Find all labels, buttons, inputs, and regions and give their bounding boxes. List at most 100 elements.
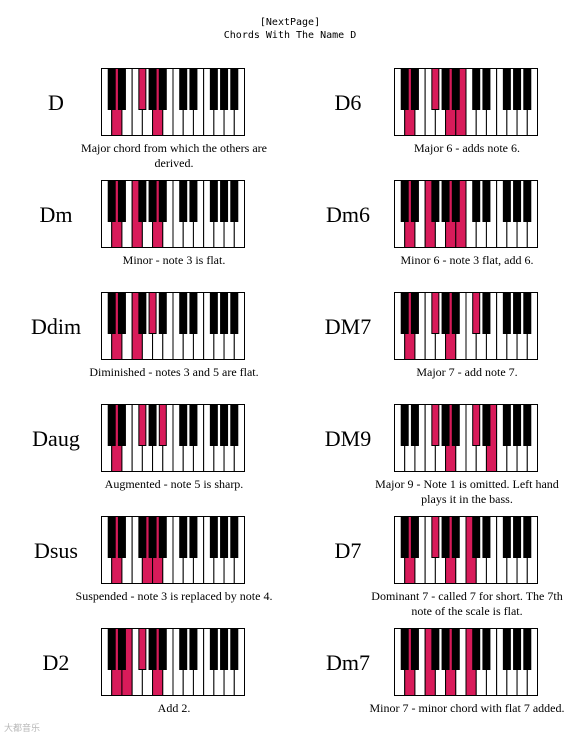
piano-keyboard <box>101 404 245 472</box>
black-key <box>220 516 229 558</box>
black-key <box>107 628 116 670</box>
chord-caption: Dominant 7 - called 7 for short. The 7th… <box>371 589 563 618</box>
chord-caption: Minor 6 - note 3 flat, add 6. <box>400 253 534 267</box>
black-key <box>482 180 491 222</box>
black-key <box>502 68 511 110</box>
black-key <box>179 404 188 446</box>
black-key <box>220 628 229 670</box>
piano-keyboard <box>394 68 538 136</box>
black-key <box>148 516 157 558</box>
piano-keyboard <box>394 516 538 584</box>
chord-caption: Major 7 - add note 7. <box>416 365 518 379</box>
keyboard-svg <box>101 516 245 584</box>
black-key <box>107 516 116 558</box>
chord-name: Dm7 <box>326 650 370 675</box>
black-key-highlighted <box>431 516 440 558</box>
black-key <box>410 68 419 110</box>
black-key <box>441 180 450 222</box>
black-key <box>400 292 409 334</box>
keyboard-svg <box>101 628 245 696</box>
black-key <box>148 180 157 222</box>
black-key <box>472 180 481 222</box>
black-key <box>220 292 229 334</box>
chord-caption: Add 2. <box>157 701 191 715</box>
black-key <box>523 68 532 110</box>
keyboard-svg <box>394 292 538 360</box>
black-key <box>230 516 239 558</box>
black-key <box>513 180 522 222</box>
black-key <box>502 516 511 558</box>
black-key <box>189 68 198 110</box>
chord-caption: Major 9 - Note 1 is omitted. Left hand p… <box>375 477 559 506</box>
black-key <box>451 292 460 334</box>
chord-caption: Minor 7 - minor chord with flat 7 added. <box>369 701 565 715</box>
black-key <box>158 628 167 670</box>
black-key <box>482 292 491 334</box>
chord-daug: Daug Augmented - note 5 is sharp. <box>0 404 580 516</box>
black-key <box>209 404 218 446</box>
page-title: Chords With The Name D <box>223 30 357 41</box>
chord-name: DM9 <box>324 426 372 451</box>
black-key <box>117 180 126 222</box>
black-key <box>230 404 239 446</box>
piano-keyboard <box>394 628 538 696</box>
black-key <box>410 516 419 558</box>
black-key <box>158 516 167 558</box>
black-key-highlighted <box>158 404 167 446</box>
keyboard-svg <box>394 68 538 136</box>
black-key <box>513 516 522 558</box>
chord-caption: Diminished - notes 3 and 5 are flat. <box>89 365 259 379</box>
black-key-highlighted <box>472 292 481 334</box>
black-key <box>148 68 157 110</box>
black-key <box>523 180 532 222</box>
black-key <box>482 68 491 110</box>
black-key <box>209 292 218 334</box>
keyboard-svg <box>394 180 538 248</box>
black-key-highlighted <box>431 68 440 110</box>
black-key <box>441 404 450 446</box>
black-key <box>209 628 218 670</box>
chord-name: Dsus <box>33 538 78 563</box>
black-key <box>230 68 239 110</box>
black-key <box>189 292 198 334</box>
black-key <box>189 516 198 558</box>
chord-dsus: Dsus Suspended - note 3 is replaced by no… <box>0 516 580 628</box>
black-key <box>472 516 481 558</box>
chord-name: Dm <box>39 202 73 227</box>
piano-keyboard <box>101 292 245 360</box>
black-key <box>107 404 116 446</box>
keyboard-svg <box>101 68 245 136</box>
black-key-highlighted <box>472 404 481 446</box>
black-key <box>523 516 532 558</box>
chord-name: Ddim <box>30 314 82 339</box>
chord-name: Daug <box>32 426 80 451</box>
black-key <box>502 292 511 334</box>
black-key <box>107 180 116 222</box>
black-key <box>400 628 409 670</box>
black-key <box>400 180 409 222</box>
black-key <box>179 68 188 110</box>
chord-dm6: Dm6 Minor 6 - note 3 flat, add 6. <box>0 180 580 292</box>
next-page-link[interactable]: [NextPage] <box>259 17 321 28</box>
keyboard-svg <box>394 404 538 472</box>
black-key <box>117 516 126 558</box>
black-key <box>451 68 460 110</box>
black-key <box>441 292 450 334</box>
black-key <box>117 292 126 334</box>
black-key <box>523 292 532 334</box>
black-key <box>179 292 188 334</box>
black-key <box>482 516 491 558</box>
black-key <box>523 404 532 446</box>
black-key <box>502 404 511 446</box>
black-key-highlighted <box>138 628 147 670</box>
black-key-highlighted <box>431 292 440 334</box>
black-key <box>400 404 409 446</box>
black-key <box>148 628 157 670</box>
watermark: 大都音乐 <box>4 724 41 734</box>
black-key <box>451 404 460 446</box>
black-key-highlighted <box>148 292 157 334</box>
black-key <box>138 516 147 558</box>
piano-keyboard <box>101 516 245 584</box>
black-key <box>179 628 188 670</box>
black-key <box>482 628 491 670</box>
